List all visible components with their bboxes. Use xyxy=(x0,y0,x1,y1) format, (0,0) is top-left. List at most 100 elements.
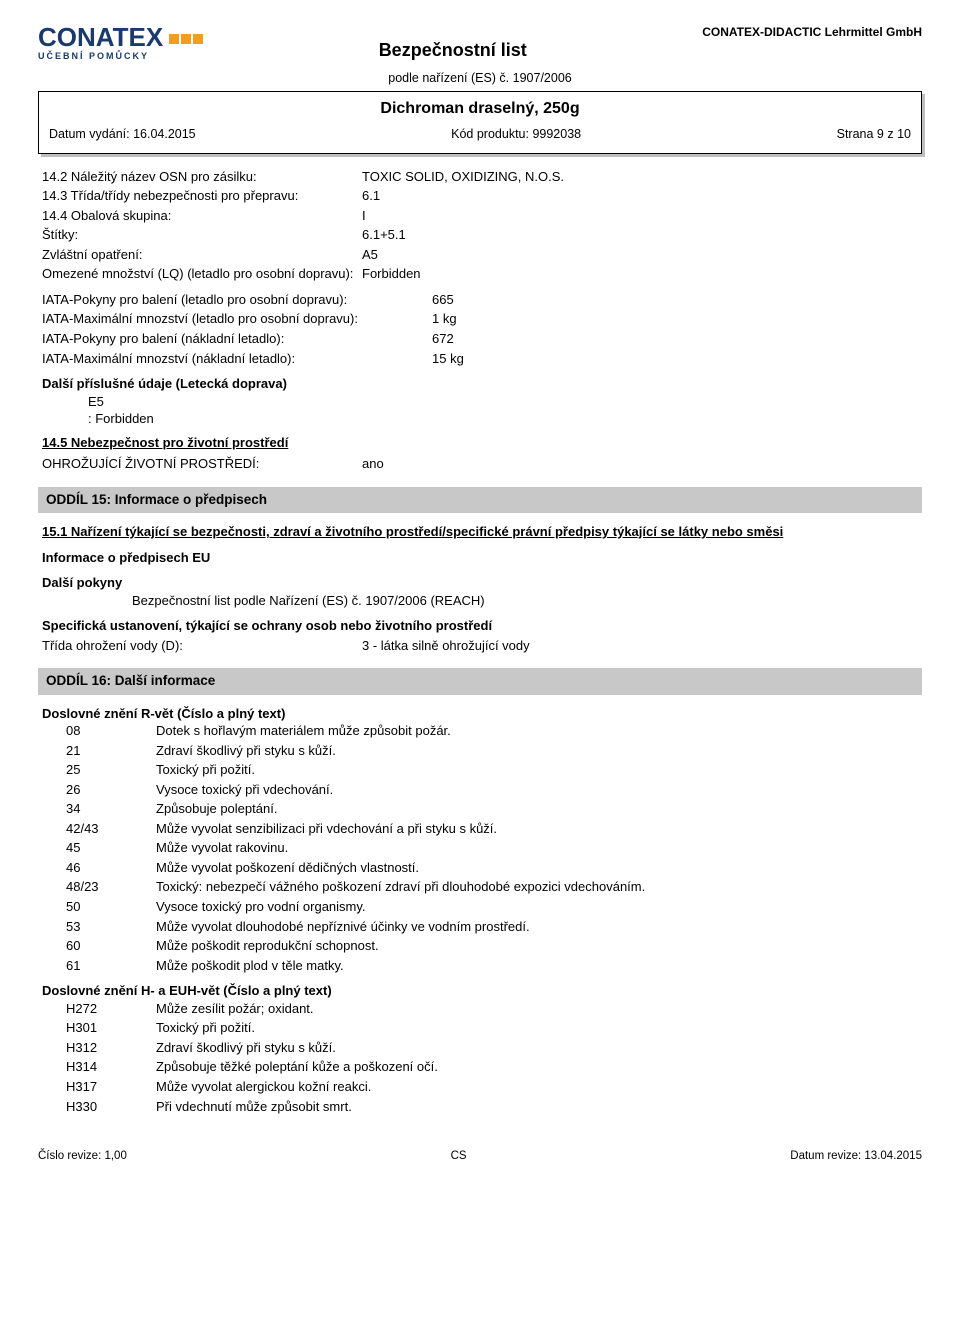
kv-row: IATA-Pokyny pro balení (nákladní letadlo… xyxy=(42,330,922,348)
section-15-1-title: 15.1 Nařízení týkající se bezpečnosti, z… xyxy=(42,523,922,541)
phrase-code: H272 xyxy=(66,1000,156,1018)
r-phrases-title: Doslovné znění R-vět (Číslo a plný text) xyxy=(42,705,922,723)
logo-main-text: CONATEX xyxy=(38,24,163,50)
kv-label: Omezené množství (LQ) (letadlo pro osobn… xyxy=(42,265,362,283)
kv-value: 3 - látka silně ohrožující vody xyxy=(362,637,530,655)
section-15-body: 15.1 Nařízení týkající se bezpečnosti, z… xyxy=(38,523,922,654)
list-item: H317Může vyvolat alergickou kožní reakci… xyxy=(66,1078,922,1096)
phrase-text: Způsobuje poleptání. xyxy=(156,800,277,818)
list-item: H312Zdraví škodlivý při styku s kůží. xyxy=(66,1039,922,1057)
phrase-text: Toxický při požití. xyxy=(156,1019,255,1037)
revision-date: Datum revize: 13.04.2015 xyxy=(790,1149,922,1165)
phrase-code: 53 xyxy=(66,918,156,936)
further-air-forbidden: : Forbidden xyxy=(42,410,922,428)
kv-label: 14.3 Třída/třídy nebezpečnosti pro přepr… xyxy=(42,187,362,205)
kv-label: Štítky: xyxy=(42,226,362,244)
list-item: 25Toxický při požití. xyxy=(66,761,922,779)
phrase-text: Dotek s hořlavým materiálem může způsobi… xyxy=(156,722,451,740)
phrase-text: Může poškodit reprodukční schopnost. xyxy=(156,937,379,955)
list-item: H330Při vdechnutí může způsobit smrt. xyxy=(66,1098,922,1116)
phrase-text: Toxický při požití. xyxy=(156,761,255,779)
phrase-text: Zdraví škodlivý při styku s kůží. xyxy=(156,742,336,760)
reach-line: Bezpečnostní list podle Nařízení (ES) č.… xyxy=(42,592,922,610)
list-item: 26Vysoce toxický při vdechování. xyxy=(66,781,922,799)
phrase-code: 26 xyxy=(66,781,156,799)
section-14-body: 14.2 Náležitý název OSN pro zásilku: TOX… xyxy=(38,168,922,473)
document-title: Bezpečnostní list xyxy=(203,38,702,62)
h-phrases-title: Doslovné znění H- a EUH-vět (Číslo a pln… xyxy=(42,982,922,1000)
phrase-code: 48/23 xyxy=(66,878,156,896)
list-item: 46Může vyvolat poškození dědičných vlast… xyxy=(66,859,922,877)
section-15-bar: ODDÍL 15: Informace o předpisech xyxy=(38,487,922,513)
phrase-text: Může vyvolat alergickou kožní reakci. xyxy=(156,1078,371,1096)
list-item: H314Způsobuje těžké poleptání kůže a poš… xyxy=(66,1058,922,1076)
phrase-code: H314 xyxy=(66,1058,156,1076)
phrase-text: Toxický: nebezpečí vážného poškození zdr… xyxy=(156,878,645,896)
kv-value: 665 xyxy=(432,291,454,309)
phrase-code: 25 xyxy=(66,761,156,779)
list-item: 61Může poškodit plod v těle matky. xyxy=(66,957,922,975)
product-info-box: Dichroman draselný, 250g Datum vydání: 1… xyxy=(38,91,922,153)
phrase-code: 60 xyxy=(66,937,156,955)
product-meta-row: Datum vydání: 16.04.2015 Kód produktu: 9… xyxy=(49,126,911,143)
kv-value: A5 xyxy=(362,246,378,264)
kv-row: IATA-Pokyny pro balení (letadlo pro osob… xyxy=(42,291,922,309)
product-name: Dichroman draselný, 250g xyxy=(49,98,911,120)
list-item: 50Vysoce toxický pro vodní organismy. xyxy=(66,898,922,916)
section-14-5-title: 14.5 Nebezpečnost pro životní prostředí xyxy=(42,434,922,452)
phrase-text: Zdraví škodlivý při styku s kůží. xyxy=(156,1039,336,1057)
logo-subtitle: UČEBNÍ POMŮCKY xyxy=(38,52,203,61)
phrase-code: 34 xyxy=(66,800,156,818)
kv-label: Třída ohrožení vody (D): xyxy=(42,637,362,655)
kv-value: ano xyxy=(362,455,384,473)
phrase-code: 50 xyxy=(66,898,156,916)
list-item: H272Může zesílit požár; oxidant. xyxy=(66,1000,922,1018)
page-footer: Číslo revize: 1,00 CS Datum revize: 13.0… xyxy=(38,1149,922,1165)
phrase-code: 61 xyxy=(66,957,156,975)
kv-value: I xyxy=(362,207,366,225)
list-item: 53Může vyvolat dlouhodobé nepříznivé úči… xyxy=(66,918,922,936)
kv-row: Omezené množství (LQ) (letadlo pro osobn… xyxy=(42,265,922,283)
phrase-code: H312 xyxy=(66,1039,156,1057)
kv-value: 15 kg xyxy=(432,350,464,368)
list-item: 21Zdraví škodlivý při styku s kůží. xyxy=(66,742,922,760)
phrase-text: Při vdechnutí může způsobit smrt. xyxy=(156,1098,352,1116)
section-16-bar: ODDÍL 16: Další informace xyxy=(38,668,922,694)
logo: CONATEX UČEBNÍ POMŮCKY xyxy=(38,24,203,61)
kv-row: IATA-Maximální mnozství (letadlo pro oso… xyxy=(42,310,922,328)
kv-value: 672 xyxy=(432,330,454,348)
kv-value: Forbidden xyxy=(362,265,421,283)
kv-label: Zvláštní opatření: xyxy=(42,246,362,264)
phrase-code: 42/43 xyxy=(66,820,156,838)
kv-row: OHROŽUJÍCÍ ŽIVOTNÍ PROSTŘEDÍ: ano xyxy=(42,455,922,473)
phrase-text: Způsobuje těžké poleptání kůže a poškoze… xyxy=(156,1058,438,1076)
footer-lang: CS xyxy=(451,1149,467,1165)
r-phrases-list: 08Dotek s hořlavým materiálem může způso… xyxy=(42,722,922,974)
kv-label: IATA-Maximální mnozství (nákladní letadl… xyxy=(42,350,432,368)
phrase-text: Může poškodit plod v těle matky. xyxy=(156,957,344,975)
kv-label: IATA-Maximální mnozství (letadlo pro oso… xyxy=(42,310,432,328)
kv-label: 14.4 Obalová skupina: xyxy=(42,207,362,225)
kv-value: 6.1+5.1 xyxy=(362,226,406,244)
kv-row: Zvláštní opatření: A5 xyxy=(42,246,922,264)
product-code: Kód produktu: 9992038 xyxy=(451,126,581,143)
phrase-code: 08 xyxy=(66,722,156,740)
phrase-text: Může vyvolat senzibilizaci při vdechován… xyxy=(156,820,497,838)
kv-label: IATA-Pokyny pro balení (letadlo pro osob… xyxy=(42,291,432,309)
kv-label: 14.2 Náležitý název OSN pro zásilku: xyxy=(42,168,362,186)
kv-value: TOXIC SOLID, OXIDIZING, N.O.S. xyxy=(362,168,564,186)
phrase-code: 45 xyxy=(66,839,156,857)
phrase-text: Může vyvolat poškození dědičných vlastno… xyxy=(156,859,419,877)
kv-row: IATA-Maximální mnozství (nákladní letadl… xyxy=(42,350,922,368)
phrase-text: Vysoce toxický pro vodní organismy. xyxy=(156,898,366,916)
list-item: 34Způsobuje poleptání. xyxy=(66,800,922,818)
eu-regs-title: Informace o předpisech EU xyxy=(42,549,922,567)
further-air-title: Další příslušné údaje (Letecká doprava) xyxy=(42,375,922,393)
company-name: CONATEX-DIDACTIC Lehrmittel GmbH xyxy=(702,24,922,40)
logo-blocks-icon xyxy=(169,34,203,44)
date-issued: Datum vydání: 16.04.2015 xyxy=(49,126,196,143)
kv-row: 14.3 Třída/třídy nebezpečnosti pro přepr… xyxy=(42,187,922,205)
list-item: 48/23Toxický: nebezpečí vážného poškozen… xyxy=(66,878,922,896)
kv-value: 6.1 xyxy=(362,187,380,205)
list-item: 42/43Může vyvolat senzibilizaci při vdec… xyxy=(66,820,922,838)
